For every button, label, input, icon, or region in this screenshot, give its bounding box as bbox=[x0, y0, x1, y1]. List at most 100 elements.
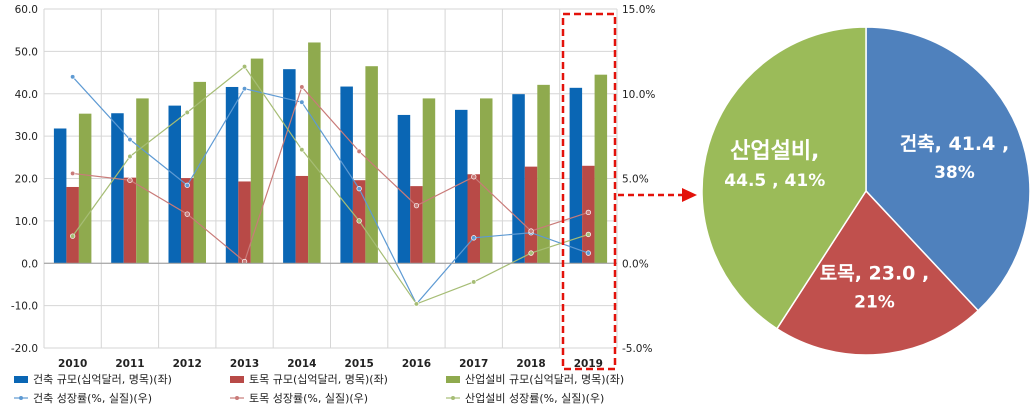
x-tick-label: 2011 bbox=[115, 358, 144, 370]
growth-point-0-2015 bbox=[356, 186, 362, 192]
x-tick-label: 2018 bbox=[516, 358, 545, 370]
pie-label-line1: 산업설비, bbox=[730, 139, 819, 164]
bar-1-2016 bbox=[410, 186, 423, 264]
x-tick-label: 2012 bbox=[173, 358, 202, 370]
growth-point-1-2016 bbox=[413, 202, 420, 209]
bar-2-2018 bbox=[537, 84, 550, 264]
legend-label-bar: 산업설비 규모(십억달러, 명목)(좌) bbox=[465, 373, 624, 386]
x-tick-label: 2019 bbox=[574, 358, 603, 370]
legend-swatch-marker bbox=[451, 396, 455, 400]
pie-label-line2: 38% bbox=[934, 163, 975, 183]
bar-0-2017 bbox=[455, 109, 468, 264]
bar-0-2012 bbox=[168, 105, 181, 264]
x-tick-label: 2017 bbox=[459, 358, 488, 370]
bar-2-2015 bbox=[365, 66, 378, 264]
growth-line-2 bbox=[72, 65, 589, 305]
growth-point-2-2019 bbox=[585, 231, 591, 238]
bar-0-2016 bbox=[397, 114, 411, 264]
pie-slice-건축 bbox=[865, 26, 1031, 312]
highlight-callout bbox=[561, 12, 697, 371]
x-tick-label: 2015 bbox=[345, 358, 374, 370]
bar-0-2019 bbox=[569, 87, 583, 264]
bar-0-2010 bbox=[53, 128, 67, 264]
x-tick-label: 2010 bbox=[58, 358, 87, 370]
growth-point-1-2014 bbox=[299, 84, 305, 90]
x-tick-label: 2013 bbox=[230, 358, 259, 370]
bar-2-2019 bbox=[594, 74, 608, 264]
x-tick-label: 2014 bbox=[287, 358, 316, 370]
legend-swatch-bar bbox=[14, 376, 28, 383]
growth-point-0-2013 bbox=[241, 86, 248, 92]
bar-2-2017 bbox=[480, 98, 493, 264]
growth-point-2-2013 bbox=[241, 63, 248, 70]
growth-point-2-2018 bbox=[528, 250, 534, 256]
right-tick-label: 5.0% bbox=[622, 174, 649, 186]
callout-arrowhead bbox=[682, 188, 697, 202]
legend-label-line: 토목 성장률(%, 실질)(우) bbox=[249, 392, 368, 405]
pie-chart: 건축, 41.4 , 38% 토목, 23.0 , 21% 산업설비, 44.5 , 41… bbox=[701, 26, 1031, 356]
left-tick-label: 0.0 bbox=[21, 258, 38, 270]
bar-1-2017 bbox=[467, 174, 480, 264]
highlight-box bbox=[561, 12, 617, 371]
bar-2-2014 bbox=[308, 42, 321, 264]
growth-point-0-2017 bbox=[471, 235, 477, 241]
right-tick-label: 15.0% bbox=[622, 4, 655, 16]
bar-0-2015 bbox=[340, 86, 353, 264]
legend-swatch-marker bbox=[235, 396, 239, 400]
left-tick-label: -10.0 bbox=[11, 301, 38, 313]
growth-point-2-2015 bbox=[356, 218, 362, 224]
legend-swatch-marker bbox=[19, 396, 23, 400]
growth-point-1-2017 bbox=[471, 174, 477, 180]
pie-label-line1: 건축, 41.4 , bbox=[900, 133, 1010, 155]
left-tick-label: 10.0 bbox=[15, 216, 38, 228]
bar-2-2016 bbox=[422, 98, 436, 264]
left-tick-label: 30.0 bbox=[15, 131, 38, 143]
bar-0-2014 bbox=[283, 69, 296, 264]
pie-label-line2: 21% bbox=[854, 293, 895, 313]
bar-1-2010 bbox=[66, 186, 79, 264]
legend-label-line: 건축 성장률(%, 실질)(우) bbox=[33, 392, 152, 405]
growth-point-2-2011 bbox=[127, 153, 133, 160]
legend-swatch-bar bbox=[446, 376, 460, 383]
legend-label-bar: 건축 규모(십억달러, 명목)(좌) bbox=[33, 373, 172, 386]
left-tick-label: 20.0 bbox=[15, 174, 38, 186]
right-tick-label: 10.0% bbox=[622, 89, 655, 101]
bar-1-2011 bbox=[123, 177, 137, 264]
bar-2-2010 bbox=[78, 113, 92, 264]
left-tick-label: -20.0 bbox=[11, 343, 38, 355]
bar-0-2013 bbox=[225, 86, 239, 264]
axes: 60.0 50.0 40.0 30.0 20.0 10.0 0.0 -10.0 -20.0 15.… bbox=[11, 4, 656, 370]
pie-slice-토목 bbox=[775, 189, 980, 356]
right-tick-label: -5.0% bbox=[622, 343, 652, 355]
pie-label-line1: 토목, 23.0 , bbox=[820, 263, 930, 285]
growth-point-2-2010 bbox=[69, 233, 76, 239]
bar-series-group bbox=[53, 42, 608, 264]
growth-line-series-group bbox=[69, 63, 591, 307]
bar-2-2013 bbox=[250, 58, 264, 264]
growth-point-1-2013 bbox=[241, 258, 248, 265]
legend-swatch-bar bbox=[230, 376, 244, 383]
pie-slice-산업설비 bbox=[701, 26, 867, 330]
bar-0-2018 bbox=[512, 94, 525, 264]
growth-point-0-2012 bbox=[184, 182, 190, 188]
growth-point-2-2016 bbox=[413, 301, 420, 307]
growth-line-1 bbox=[72, 85, 589, 263]
growth-point-0-2019 bbox=[585, 250, 591, 256]
legend-label-bar: 토목 규모(십억달러, 명목)(좌) bbox=[249, 373, 388, 386]
growth-point-1-2019 bbox=[585, 209, 591, 216]
bar-2-2012 bbox=[193, 81, 206, 264]
growth-point-1-2011 bbox=[127, 177, 133, 183]
left-tick-label: 50.0 bbox=[15, 46, 38, 58]
growth-point-2-2017 bbox=[471, 279, 477, 285]
bar-1-2014 bbox=[295, 175, 309, 264]
x-tick-label: 2016 bbox=[402, 358, 431, 370]
growth-point-1-2010 bbox=[69, 170, 76, 177]
right-tick-label: 0.0% bbox=[622, 258, 649, 270]
growth-point-2-2014 bbox=[299, 147, 305, 153]
left-tick-label: 40.0 bbox=[15, 89, 38, 101]
growth-point-1-2015 bbox=[356, 148, 362, 155]
bar-1-2013 bbox=[238, 181, 251, 264]
growth-point-1-2018 bbox=[528, 228, 534, 234]
growth-point-2-2012 bbox=[184, 109, 190, 116]
